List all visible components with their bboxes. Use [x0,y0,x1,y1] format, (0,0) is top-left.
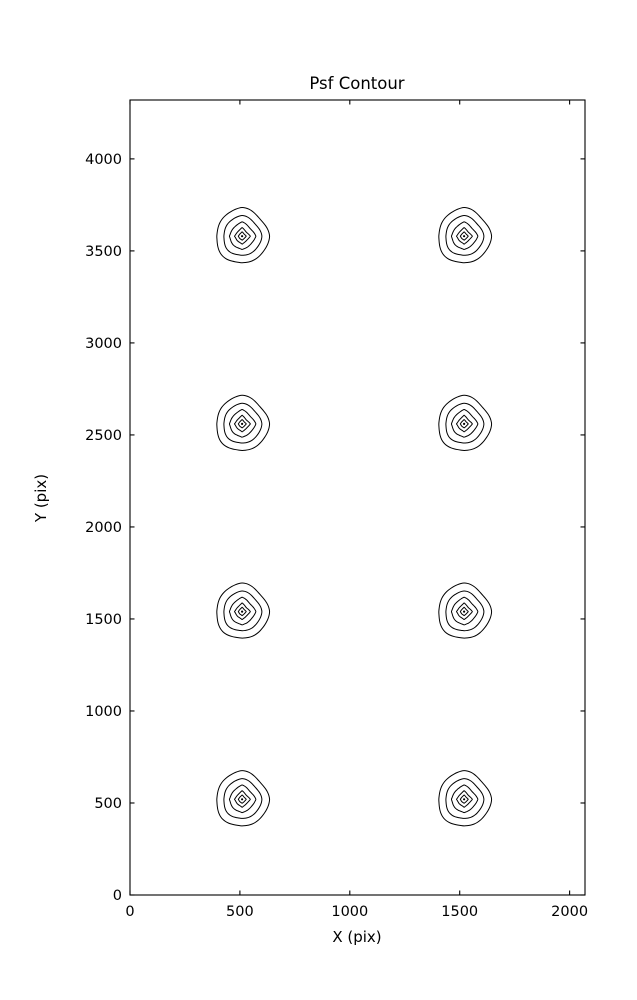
contour-level-1 [445,402,485,444]
x-tick-label: 500 [226,904,254,920]
x-tick-label: 2000 [551,904,588,920]
psf-contour-source [438,582,493,639]
psf-contour-source [438,207,493,264]
y-tick-label: 500 [94,796,122,812]
psf-contour-source [216,770,271,827]
psf-center-point [463,798,466,801]
psf-center-point [241,798,244,801]
contour-level-0 [216,582,271,639]
y-tick-label: 4000 [85,152,122,168]
contour-level-3 [234,790,251,808]
y-tick-label: 3500 [85,244,122,260]
contour-level-1 [223,590,263,632]
contour-level-2 [228,784,257,814]
psf-center-point [463,610,466,613]
contour-level-4 [459,606,469,617]
psf-center-point [241,235,244,238]
contour-level-4 [237,419,247,429]
psf-contour-source [216,207,271,264]
contour-level-0 [216,207,271,264]
contour-level-2 [450,409,479,438]
contour-level-2 [228,221,257,250]
contour-level-0 [216,394,271,451]
psf-center-point [241,422,244,425]
contour-level-0 [438,770,493,827]
y-tick-label: 0 [113,888,122,904]
contour-level-4 [459,231,469,241]
y-tick-label: 3000 [85,336,122,352]
contour-level-1 [445,778,485,819]
contour-level-3 [234,227,251,245]
contour-level-4 [237,231,247,241]
y-tick-label: 2000 [85,520,122,536]
contour-level-3 [456,414,473,433]
contour-level-0 [438,582,493,639]
contour-level-4 [459,794,469,804]
psf-center-point [463,422,466,425]
psf-contour-source [438,770,493,827]
contour-level-3 [456,227,473,245]
psf-center-point [463,235,466,238]
contour-level-4 [237,794,247,804]
contour-level-3 [456,790,473,808]
contour-level-2 [450,221,479,250]
contour-level-2 [228,596,257,626]
contour-level-1 [223,778,263,819]
contour-level-3 [234,414,251,433]
axes-frame [129,99,586,896]
x-tick-label: 1500 [441,904,478,920]
contour-level-1 [445,215,485,256]
x-tick-label: 1000 [331,904,368,920]
contour-group [216,207,493,827]
psf-contour-source [438,394,493,451]
contour-level-1 [223,215,263,256]
psf-center-point [241,610,244,613]
y-axis-ticks: 0 500 1000 1500 2000 2500 3000 3500 4000 [85,152,585,904]
x-tick-label: 0 [125,904,134,920]
contour-level-4 [459,419,469,429]
y-tick-label: 2500 [85,428,122,444]
contour-level-0 [216,770,271,827]
contour-level-2 [228,409,257,438]
x-axis-ticks: 0 500 1000 1500 2000 [125,100,588,920]
contour-level-1 [223,402,263,444]
psf-contour-source [216,394,271,451]
x-axis-label: X (pix) [332,928,381,946]
y-tick-label: 1500 [85,612,122,628]
y-tick-label: 1000 [85,704,122,720]
contour-level-3 [234,602,251,621]
contour-level-2 [450,784,479,814]
y-axis-label: Y (pix) [32,474,50,523]
contour-level-2 [450,596,479,626]
contour-level-4 [237,606,247,617]
contour-level-0 [438,207,493,264]
contour-level-0 [438,394,493,451]
page-title: Psf Contour [309,74,404,93]
contour-level-1 [445,590,485,632]
psf-contour-source [216,582,271,639]
contour-level-3 [456,602,473,621]
